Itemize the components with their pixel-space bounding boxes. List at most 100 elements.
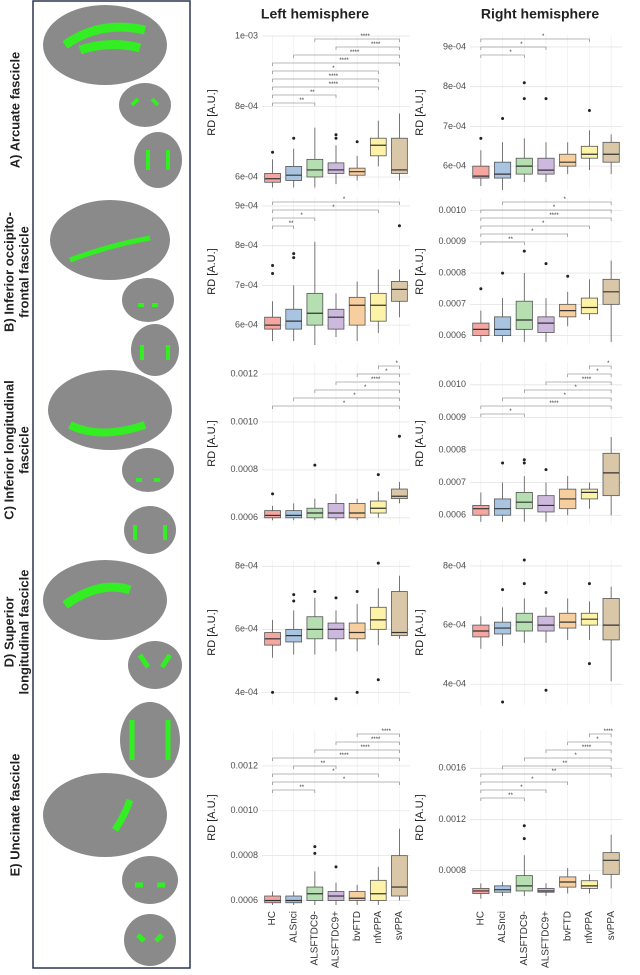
significance-bracket — [480, 209, 612, 213]
significance-label: * — [343, 401, 346, 407]
significance-bracket — [480, 773, 612, 777]
row-label: longitudinal fascicle — [16, 570, 31, 695]
brain-row-b — [50, 200, 179, 376]
x-tick-label: svPPA — [394, 911, 405, 941]
significance-label: **** — [604, 729, 614, 735]
significance-label: ** — [321, 761, 326, 767]
x-tick-label: ALSFTDC9+ — [331, 911, 342, 968]
outlier — [522, 97, 526, 101]
y-tick-label: 0.0006 — [230, 895, 258, 905]
sagittal — [50, 200, 170, 280]
significance-bracket — [272, 781, 400, 785]
significance-bracket — [272, 405, 400, 409]
outlier — [566, 274, 570, 278]
significance-label: * — [520, 785, 523, 791]
outlier — [271, 690, 275, 694]
outlier — [587, 662, 591, 666]
outlier — [522, 582, 526, 586]
box — [327, 503, 345, 519]
box — [494, 161, 512, 179]
outlier — [334, 133, 338, 137]
significance-label: * — [531, 229, 534, 235]
outlier — [271, 271, 275, 275]
significance-label: ** — [563, 761, 568, 767]
tract — [62, 582, 132, 609]
y-tick-label: 6e-04 — [235, 171, 258, 181]
brain-row-d — [43, 560, 182, 778]
significance-bracket — [314, 389, 400, 393]
box — [369, 500, 387, 514]
significance-label: * — [509, 50, 512, 56]
x-tick-label: nfvPPA — [373, 911, 384, 944]
significance-bracket — [480, 797, 525, 801]
box — [327, 162, 345, 174]
significance-label: * — [607, 361, 610, 367]
significance-label: * — [301, 213, 304, 219]
x-tick-label: nfvPPA — [584, 911, 595, 944]
significance-bracket — [314, 38, 400, 42]
outlier — [355, 590, 359, 594]
axial — [131, 324, 179, 376]
axial — [124, 506, 176, 554]
significance-label: * — [343, 197, 346, 203]
tract — [68, 421, 147, 437]
y-tick-label: 0.0010 — [230, 805, 258, 815]
outlier — [376, 678, 380, 682]
box — [348, 503, 366, 519]
y-tick-label: 0.0006 — [438, 330, 466, 340]
significance-bracket — [272, 217, 316, 221]
significance-label: * — [332, 66, 335, 72]
box — [602, 852, 620, 875]
significance-label: ** — [508, 237, 513, 243]
x-tick-label: bvFTD — [352, 911, 363, 941]
significance-label: ** — [552, 769, 557, 775]
box — [494, 316, 512, 337]
significance-label: **** — [339, 58, 349, 64]
box — [515, 875, 533, 892]
significance-bracket — [480, 54, 525, 58]
box — [327, 308, 345, 330]
outlier — [355, 690, 359, 694]
box — [306, 292, 324, 326]
x-tick-label: ALSnci — [288, 911, 299, 943]
x-tick-label: HC — [475, 911, 486, 925]
box — [264, 316, 281, 330]
y-tick-label: 8e-04 — [235, 240, 258, 250]
outlier — [479, 136, 483, 140]
y-tick-label: 7e-04 — [235, 280, 258, 290]
outlier — [544, 591, 548, 595]
box — [264, 510, 281, 519]
axial — [134, 132, 182, 188]
box — [580, 297, 598, 315]
outlier — [501, 700, 505, 704]
y-tick-label: 4e-04 — [235, 687, 258, 697]
y-tick-label: 0.0010 — [438, 205, 466, 215]
outlier — [334, 865, 338, 869]
tract — [130, 97, 170, 170]
box — [348, 622, 366, 640]
significance-label: * — [542, 34, 545, 40]
significance-bracket — [502, 201, 612, 205]
y-tick-label: 0.0009 — [438, 412, 466, 422]
significance-bracket — [480, 46, 547, 50]
y-tick-label: 0.0007 — [438, 477, 466, 487]
significance-bracket — [480, 405, 612, 409]
significance-label: **** — [582, 745, 592, 751]
significance-label: **** — [329, 82, 339, 88]
box — [472, 165, 490, 179]
x-tick-label: ALSFTDC9+ — [541, 911, 552, 968]
row-label: D) Superior — [1, 597, 16, 668]
significance-label: * — [553, 205, 556, 211]
outlier — [479, 287, 483, 291]
significance-label: * — [332, 769, 335, 775]
column-title: Left hemisphere — [261, 6, 369, 22]
significance-bracket — [272, 789, 316, 793]
row-label: E) Uncinate fascicle — [7, 754, 22, 877]
outlier — [544, 262, 548, 266]
box — [494, 498, 512, 516]
tract — [129, 653, 173, 760]
significance-label: * — [564, 197, 567, 203]
significance-bracket — [480, 225, 590, 229]
y-tick-label: 0.0008 — [230, 464, 258, 474]
